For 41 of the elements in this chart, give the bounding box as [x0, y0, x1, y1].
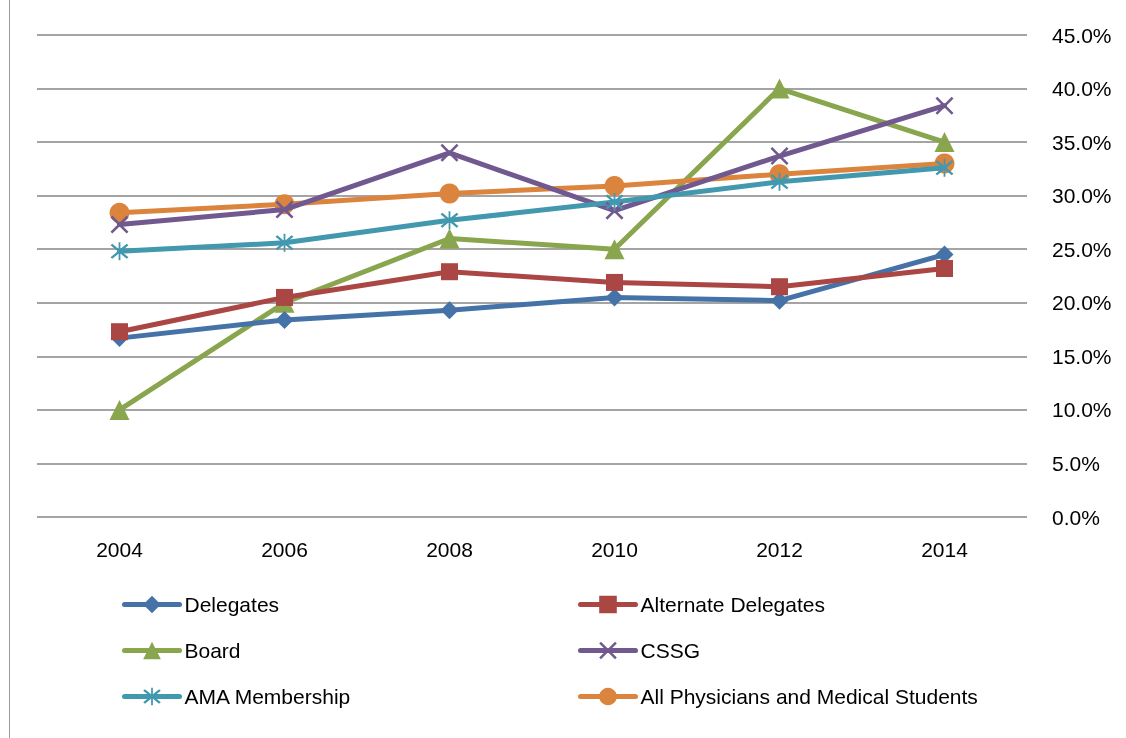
y-tick-label: 15.0%	[1052, 344, 1112, 368]
y-tick-label: 10.0%	[1052, 398, 1112, 422]
x-tick-label: 2014	[921, 538, 969, 561]
point	[111, 323, 128, 341]
y-tick-label: 20.0%	[1052, 291, 1112, 315]
point	[440, 143, 459, 162]
legend-label: Alternate Delegates	[640, 593, 825, 616]
legend-label: Delegates	[184, 593, 280, 616]
y-tick-label: 25.0%	[1052, 237, 1112, 261]
y-tick-label: 45.0%	[1052, 23, 1112, 47]
point	[769, 78, 790, 99]
point	[935, 96, 954, 115]
point	[439, 183, 460, 204]
legend-label: CSSG	[640, 639, 701, 662]
point	[109, 399, 130, 420]
x-tick-label: 2004	[96, 538, 144, 561]
legend-label: All Physicians and Medical Students	[640, 685, 978, 708]
y-tick-label: 40.0%	[1052, 77, 1112, 101]
point	[606, 273, 623, 291]
y-tick-label: 5.0%	[1052, 451, 1100, 475]
x-tick-label: 2010	[591, 538, 638, 561]
point	[604, 176, 625, 197]
legend-label: AMA Membership	[184, 685, 351, 708]
x-tick-label: 2012	[756, 538, 803, 561]
point	[439, 228, 460, 249]
legend-label: Board	[184, 639, 241, 662]
point	[770, 147, 789, 166]
point	[605, 288, 624, 307]
y-tick-label: 0.0%	[1052, 505, 1100, 529]
point	[275, 310, 294, 329]
point	[936, 260, 953, 277]
y-tick-label: 30.0%	[1052, 184, 1112, 208]
y-tick-label: 35.0%	[1052, 130, 1112, 154]
point	[771, 278, 788, 296]
x-tick-label: 2006	[261, 538, 308, 561]
point	[276, 288, 293, 306]
point	[441, 263, 458, 281]
point	[604, 239, 625, 260]
point	[934, 132, 955, 153]
x-tick-label: 2008	[426, 538, 473, 561]
point	[440, 301, 459, 320]
